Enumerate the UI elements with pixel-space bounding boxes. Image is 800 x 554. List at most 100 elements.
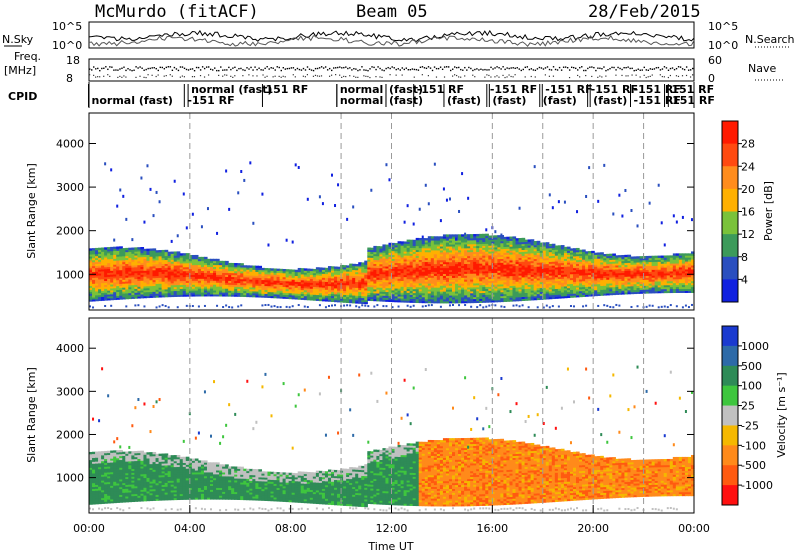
- echo-cell: [98, 279, 102, 282]
- echo-cell: [119, 260, 123, 263]
- near-range-speck: [582, 305, 585, 308]
- echo-cell: [270, 274, 275, 277]
- echo-cell: [585, 282, 589, 285]
- nave-point: [89, 74, 91, 76]
- echo-cell: [606, 259, 610, 263]
- echo-cell: [448, 281, 453, 284]
- echo-cell: [197, 268, 202, 272]
- echo-cell: [119, 285, 123, 288]
- echo-cell: [300, 268, 305, 271]
- echo-cell: [461, 289, 465, 292]
- echo-cell: [116, 258, 120, 261]
- echo-cell: [530, 268, 535, 272]
- echo-cell: [92, 287, 96, 290]
- echo-cell: [524, 245, 529, 248]
- echo-cell: [349, 293, 353, 296]
- echo-cell: [349, 275, 353, 278]
- echo-cell: [282, 278, 287, 282]
- echo-cell: [421, 240, 426, 243]
- echo-cell: [442, 295, 447, 298]
- echo-cell: [524, 249, 529, 252]
- echo-cell: [418, 279, 423, 282]
- echo-cell: [279, 284, 284, 287]
- echo-cell: [98, 283, 102, 286]
- echo-cell: [582, 288, 586, 292]
- echo-cell: [461, 253, 465, 257]
- echo-cell: [267, 291, 272, 295]
- echo-cell: [452, 293, 456, 296]
- echo-cell: [385, 250, 390, 253]
- echo-cell: [273, 274, 278, 277]
- echo-cell: [433, 253, 438, 257]
- echo-cell: [409, 245, 414, 248]
- echo-cell: [533, 292, 538, 295]
- echo-cell: [521, 253, 526, 256]
- echo-cell: [409, 286, 414, 290]
- echo-cell: [467, 245, 471, 249]
- echo-cell: [213, 276, 217, 279]
- echo-cell: [445, 281, 450, 284]
- echo-cell: [479, 284, 483, 288]
- echo-cell: [361, 283, 365, 287]
- echo-cell: [149, 273, 154, 277]
- echo-cell: [206, 280, 211, 283]
- echo-cell: [288, 292, 293, 296]
- echo-cell: [412, 298, 417, 301]
- echo-cell: [557, 294, 562, 297]
- echo-cell: [337, 284, 341, 287]
- echo-cell: [473, 255, 477, 258]
- echo-cell: [161, 277, 166, 280]
- echo-cell: [213, 286, 217, 289]
- echo-cell: [309, 268, 314, 272]
- echo-cell: [473, 245, 477, 249]
- freq-point: [575, 67, 577, 70]
- echo-cell: [488, 274, 492, 278]
- echo-cell: [216, 260, 220, 264]
- echo-cell: [346, 290, 350, 294]
- echo-cell: [376, 255, 380, 259]
- near-range-speck: [297, 304, 300, 307]
- echo-cell: [267, 276, 272, 279]
- echo-cell: [167, 290, 172, 294]
- echo-speck: [542, 242, 545, 246]
- echo-cell: [237, 286, 241, 289]
- echo-cell: [89, 267, 93, 271]
- echo-cell: [597, 258, 601, 261]
- echo-cell: [436, 287, 441, 290]
- echo-cell: [545, 269, 550, 272]
- echo-cell: [110, 280, 114, 283]
- echo-cell: [518, 255, 523, 259]
- echo-cell: [246, 294, 250, 298]
- echo-cell: [143, 266, 148, 269]
- echo-cell: [191, 268, 196, 272]
- echo-cell: [400, 272, 405, 276]
- echo-cell: [155, 275, 160, 279]
- echo-cell: [312, 292, 317, 295]
- echo-cell: [430, 261, 435, 265]
- freq-point: [171, 69, 174, 71]
- echo-cell: [388, 272, 393, 275]
- echo-cell: [470, 259, 474, 262]
- echo-cell: [300, 287, 305, 291]
- echo-cell: [551, 286, 556, 290]
- echo-cell: [101, 296, 105, 299]
- echo-cell: [303, 270, 308, 273]
- echo-cell: [128, 247, 132, 251]
- echo-cell: [385, 272, 390, 275]
- echo-cell: [334, 272, 338, 275]
- echo-cell: [576, 289, 580, 292]
- echo-cell: [400, 278, 405, 281]
- echo-cell: [506, 270, 511, 273]
- echo-cell: [424, 257, 429, 261]
- echo-cell: [155, 289, 160, 292]
- echo-cell: [518, 238, 523, 241]
- echo-cell: [110, 291, 114, 295]
- echo-cell: [385, 283, 390, 287]
- echo-cell: [603, 279, 607, 282]
- echo-cell: [448, 269, 453, 273]
- echo-cell: [312, 274, 317, 278]
- echo-cell: [597, 262, 601, 265]
- echo-cell: [95, 269, 99, 272]
- echo-cell: [182, 290, 187, 293]
- echo-cell: [92, 265, 96, 269]
